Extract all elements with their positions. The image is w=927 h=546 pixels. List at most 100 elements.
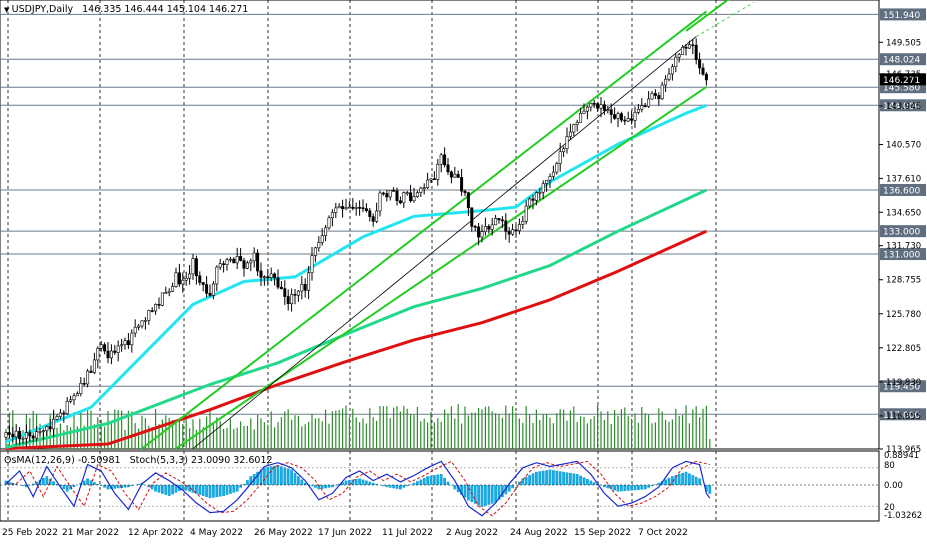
osma-bar: [447, 482, 450, 485]
volume-bar: [600, 412, 601, 449]
volume-bar: [359, 422, 360, 449]
candle-body: [654, 93, 656, 95]
volume-bar: [532, 423, 533, 449]
candle-body: [290, 294, 292, 303]
volume-bar: [145, 418, 146, 449]
osma-bar: [273, 466, 276, 485]
candle-body: [372, 217, 374, 222]
volume-bar: [485, 407, 486, 449]
volume-bar: [560, 409, 561, 449]
candle-body: [430, 179, 432, 180]
volume-bar: [328, 424, 329, 449]
candle-body: [661, 85, 663, 99]
volume-bar: [420, 421, 421, 449]
candle-body: [107, 351, 109, 358]
osma-bar: [107, 485, 110, 489]
candle-body: [267, 277, 269, 278]
candle-body: [508, 231, 510, 234]
volume-bar: [403, 406, 404, 449]
osma-bar: [362, 480, 365, 486]
volume-bar: [284, 411, 285, 449]
candle-body: [630, 119, 632, 121]
candle-body: [641, 106, 643, 110]
osma-bar: [372, 483, 375, 485]
candle-body: [56, 417, 58, 420]
volume-bar: [274, 427, 275, 449]
osma-bar: [593, 482, 596, 485]
candle-body: [239, 256, 241, 260]
candle-body: [610, 110, 612, 115]
osma-bar: [232, 485, 235, 493]
volume-bar: [658, 408, 659, 449]
osma-bar: [161, 485, 164, 494]
candle-body: [681, 47, 683, 54]
volume-bar: [322, 421, 323, 449]
candle-body: [250, 261, 252, 263]
candle-body: [114, 351, 116, 353]
osma-bar: [511, 485, 514, 488]
candle-body: [304, 284, 306, 290]
osma-bar: [66, 485, 69, 492]
candle-body: [131, 333, 133, 345]
osma-bar: [416, 481, 419, 485]
candle-body: [365, 209, 367, 211]
osma-bar: [423, 478, 426, 485]
volume-bar: [434, 422, 435, 449]
osma-bar: [440, 474, 443, 485]
price-tick-label: 119.830: [886, 378, 921, 388]
volume-bar: [447, 414, 448, 449]
candle-body: [471, 208, 473, 227]
candle-body: [579, 113, 581, 122]
volume-bar: [410, 414, 411, 449]
volume-bar: [590, 419, 591, 449]
volume-bar: [709, 439, 710, 449]
osma-bar: [164, 485, 167, 495]
volume-bar: [441, 422, 442, 449]
osma-bar: [154, 485, 157, 492]
osma-bar: [695, 477, 698, 485]
candle-body: [426, 180, 428, 188]
candle-body: [600, 105, 602, 109]
osma-bar: [263, 467, 266, 485]
candle-body: [593, 103, 595, 104]
candle-body: [420, 188, 422, 193]
osma-bar: [209, 485, 212, 498]
candle-body: [341, 206, 343, 208]
candle-body: [494, 218, 496, 224]
candle-body: [522, 221, 524, 224]
osma-bar: [324, 485, 327, 488]
volume-bar: [383, 406, 384, 449]
volume-bar: [573, 406, 574, 449]
candle-body: [637, 109, 639, 112]
osma-bar: [620, 485, 623, 491]
candle-body: [474, 226, 476, 227]
candle-body: [222, 264, 224, 265]
candle-body: [15, 431, 17, 437]
price-tick-label: 143.945: [886, 102, 921, 112]
volume-bar: [706, 406, 707, 449]
volume-bar: [288, 409, 289, 449]
volume-bar: [257, 415, 258, 449]
candle-body: [297, 291, 299, 295]
volume-bar: [539, 420, 540, 449]
candle-body: [576, 122, 578, 124]
volume-bar: [291, 420, 292, 449]
candle-body: [171, 286, 173, 291]
osma-bar: [212, 485, 215, 498]
osma-bar: [691, 475, 694, 485]
volume-bar: [655, 422, 656, 449]
volume-bar: [631, 419, 632, 449]
candle-body: [124, 341, 126, 345]
osma-bar: [477, 485, 480, 505]
candle-body: [76, 394, 78, 396]
candle-body: [219, 264, 221, 267]
osma-bar: [426, 476, 429, 485]
price-tick-label: 125.780: [886, 310, 921, 320]
candle-body: [664, 79, 666, 85]
candle-body: [450, 172, 452, 177]
volume-bar: [305, 424, 306, 449]
candle-body: [212, 284, 214, 295]
osma-bar: [287, 469, 290, 486]
volume-bar: [254, 429, 255, 449]
